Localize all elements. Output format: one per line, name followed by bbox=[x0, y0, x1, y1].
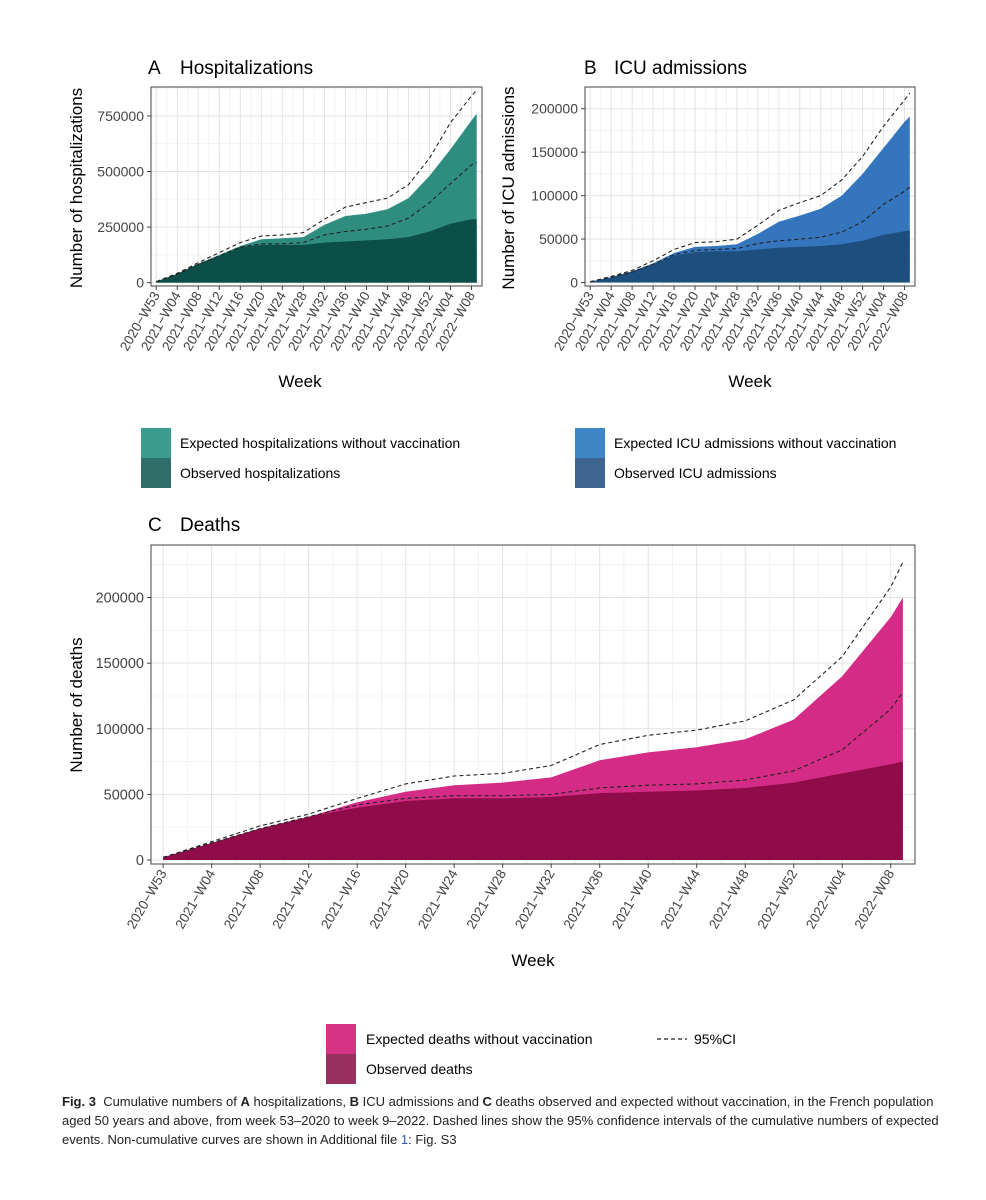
panel-c-xlabel: Week bbox=[511, 951, 555, 970]
legend-a-expected-label: Expected hospitalizations without vaccin… bbox=[180, 435, 460, 451]
y-tick-label: 0 bbox=[136, 275, 144, 291]
y-tick-label: 250000 bbox=[97, 219, 144, 235]
x-tick-label: 2020−W53 bbox=[124, 867, 170, 931]
panel-b-border bbox=[584, 86, 916, 287]
panel-a-ylabel: Number of hospitalizations bbox=[67, 88, 86, 288]
panel-b-letter: B bbox=[584, 58, 597, 79]
panel-c-letter: C bbox=[148, 515, 162, 536]
x-tick-label: 2021−W48 bbox=[706, 867, 752, 931]
y-tick-label: 150000 bbox=[96, 656, 144, 672]
x-tick-label: 2021−W40 bbox=[609, 867, 655, 931]
y-tick-label: 50000 bbox=[539, 231, 578, 247]
panel-a-xlabel: Week bbox=[278, 372, 322, 391]
caption-text-2: hospitalizations, bbox=[249, 1094, 350, 1109]
panel-b-title: ICU admissions bbox=[614, 58, 747, 79]
y-tick-label: 200000 bbox=[96, 591, 144, 607]
legend-b-observed-label: Observed ICU admissions bbox=[614, 465, 777, 481]
legend-b-expected-label: Expected ICU admissions without vaccinat… bbox=[614, 435, 896, 451]
panel-a-title: Hospitalizations bbox=[180, 58, 313, 79]
panel-a-letter: A bbox=[148, 58, 161, 79]
caption-text-5: : Fig. S3 bbox=[408, 1132, 457, 1147]
legend-a-observed-swatch bbox=[141, 458, 171, 488]
panel-a: A Hospitalizations 025000050000075000020… bbox=[67, 58, 483, 391]
legend-a-expected-swatch bbox=[141, 428, 171, 458]
y-tick-label: 50000 bbox=[104, 787, 144, 803]
panel-a-border bbox=[150, 86, 483, 287]
caption-a: A bbox=[240, 1094, 250, 1109]
caption-fig-label: Fig. 3 bbox=[62, 1094, 96, 1109]
panel-a-ci-lower-line bbox=[156, 162, 477, 283]
panel-c: C Deaths 0 50000 100000 150000 200000 2020−W5… bbox=[67, 515, 916, 970]
y-tick-label: 200000 bbox=[531, 101, 578, 117]
panel-c-ci-upper-line bbox=[162, 561, 904, 858]
x-tick-label: 2021−W12 bbox=[269, 867, 315, 931]
panel-c-title: Deaths bbox=[180, 515, 240, 536]
legend-c-expected-swatch bbox=[326, 1024, 356, 1054]
legend-b-observed-swatch bbox=[575, 458, 605, 488]
panel-a-plot: 02500005000007500002020−W532021−W042021−… bbox=[97, 86, 483, 353]
legend-c-observed-swatch bbox=[326, 1054, 356, 1084]
panel-b-ci-lower-line bbox=[590, 186, 911, 283]
x-tick-label: 2021−W36 bbox=[560, 867, 606, 931]
figure-canvas: A Hospitalizations 025000050000075000020… bbox=[67, 58, 916, 1084]
panel-b-plot: 0500001000001500002000002020−W532021−W04… bbox=[531, 86, 916, 353]
y-tick-label: 0 bbox=[570, 275, 578, 291]
panel-a-observed-area bbox=[156, 219, 477, 283]
panel-b-ci-upper-line bbox=[590, 92, 911, 283]
y-tick-label: 150000 bbox=[531, 144, 578, 160]
figure-caption: Fig. 3 Cumulative numbers of A hospitali… bbox=[62, 1092, 942, 1149]
panel-c-ci-lower-line bbox=[162, 691, 904, 858]
legend-c-expected-label: Expected deaths without vaccination bbox=[366, 1031, 592, 1047]
panel-c-observed-area bbox=[163, 761, 903, 861]
x-tick-label: 2021−W32 bbox=[512, 867, 558, 931]
x-tick-label: 2021−W28 bbox=[463, 867, 509, 931]
x-tick-label: 2022−W04 bbox=[803, 867, 849, 932]
caption-c: C bbox=[482, 1094, 492, 1109]
panel-c-border bbox=[150, 544, 916, 865]
y-tick-label: 0 bbox=[136, 853, 144, 869]
panel-b: B ICU admissions 0 50000 100000 150000 20000… bbox=[499, 58, 916, 391]
x-tick-label: 2021−W04 bbox=[172, 867, 218, 932]
legend-a-observed-label: Observed hospitalizations bbox=[180, 465, 340, 481]
caption-b: B bbox=[349, 1094, 359, 1109]
legend-b: Expected ICU admissions without vaccinat… bbox=[575, 428, 896, 488]
legend-c: Expected deaths without vaccination Obse… bbox=[326, 1024, 736, 1084]
panel-c-ylabel: Number of deaths bbox=[67, 637, 86, 772]
x-tick-label: 2021−W44 bbox=[657, 867, 703, 932]
panel-b-observed-area bbox=[590, 230, 910, 283]
legend-c-ci-label: 95%CI bbox=[694, 1031, 736, 1047]
caption-text-1: Cumulative numbers of bbox=[103, 1094, 241, 1109]
caption-text-4: deaths observed and expected without vac… bbox=[62, 1094, 939, 1147]
legend-a: Expected hospitalizations without vaccin… bbox=[141, 428, 460, 488]
legend-c-observed-label: Observed deaths bbox=[366, 1061, 473, 1077]
panel-c-plot: 0 50000 100000 150000 200000 2020−W53 2021−W04… bbox=[96, 544, 916, 932]
x-tick-label: 2021−W16 bbox=[318, 867, 364, 931]
x-tick-label: 2021−W24 bbox=[415, 867, 461, 932]
y-tick-label: 100000 bbox=[531, 188, 578, 204]
x-tick-label: 2021−W08 bbox=[221, 867, 267, 931]
caption-text-3: ICU admissions and bbox=[358, 1094, 483, 1109]
caption-additional-file-link[interactable]: 1 bbox=[400, 1132, 409, 1147]
panel-b-expected-area bbox=[590, 116, 910, 283]
x-tick-label: 2021−W20 bbox=[366, 867, 412, 931]
y-tick-label: 500000 bbox=[97, 163, 144, 179]
y-tick-label: 750000 bbox=[97, 108, 144, 124]
panel-b-ylabel: Number of ICU admissions bbox=[499, 86, 518, 289]
legend-b-expected-swatch bbox=[575, 428, 605, 458]
x-tick-label: 2021−W52 bbox=[754, 867, 800, 931]
panel-b-xlabel: Week bbox=[728, 372, 772, 391]
x-tick-label: 2022−W08 bbox=[852, 867, 898, 931]
y-tick-label: 100000 bbox=[96, 722, 144, 738]
